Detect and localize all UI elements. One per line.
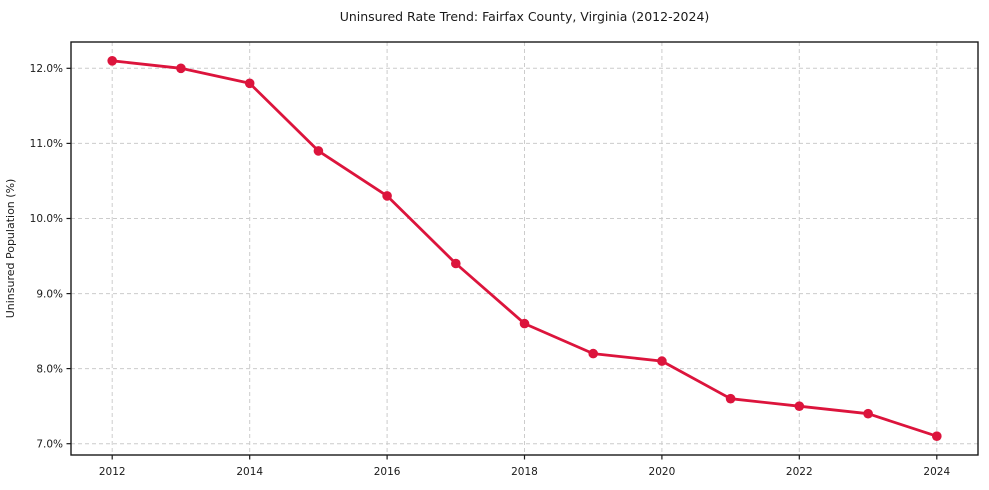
- data-point: [451, 258, 461, 269]
- y-tick-label: 10.0%: [30, 213, 63, 225]
- x-tick-label: 2012: [99, 466, 126, 478]
- y-tick-label: 8.0%: [36, 363, 63, 375]
- x-tick-label: 2018: [511, 466, 538, 478]
- data-point: [313, 146, 324, 156]
- x-tick-label: 2024: [923, 466, 950, 478]
- x-tick-label: 2014: [236, 466, 263, 478]
- data-point: [382, 191, 392, 201]
- data-point: [107, 56, 117, 66]
- y-axis-label: Uninsured Population (%): [4, 179, 17, 319]
- x-tick-label: 2016: [374, 466, 401, 478]
- data-point: [932, 431, 942, 442]
- data-point: [244, 78, 255, 89]
- data-point: [176, 63, 186, 74]
- y-tick-label: 9.0%: [36, 288, 63, 300]
- y-tick-label: 11.0%: [30, 138, 63, 150]
- chart-title: Uninsured Rate Trend: Fairfax County, Vi…: [340, 9, 710, 24]
- y-tick-label: 7.0%: [36, 438, 63, 450]
- x-tick-label: 2020: [649, 466, 676, 478]
- y-tick-label: 12.0%: [30, 63, 63, 75]
- data-point: [794, 401, 805, 412]
- data-point: [588, 348, 598, 359]
- data-point: [657, 356, 667, 366]
- data-point: [863, 408, 873, 419]
- x-tick-label: 2022: [786, 466, 813, 478]
- data-point: [519, 318, 530, 329]
- data-point: [725, 393, 736, 404]
